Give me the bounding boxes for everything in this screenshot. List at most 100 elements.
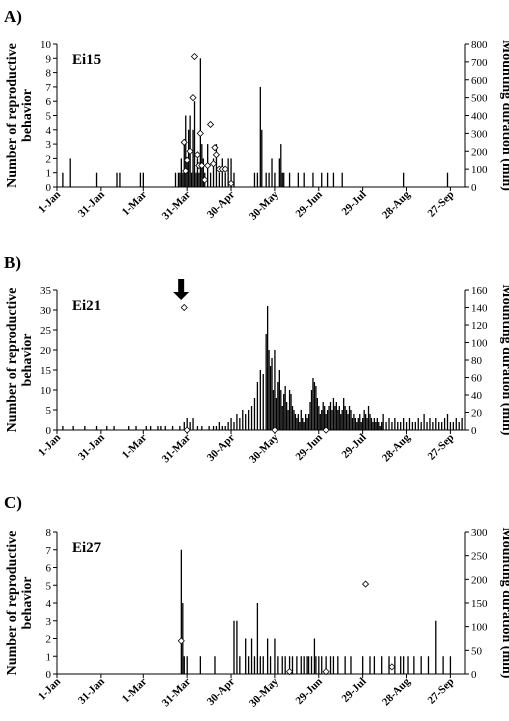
bar — [347, 414, 349, 430]
duration-point — [209, 160, 218, 168]
panel-tag: Ei21 — [72, 298, 101, 314]
bar — [379, 426, 381, 430]
bar — [195, 172, 197, 187]
x-tick-label: 30-May — [247, 675, 281, 709]
bar — [429, 418, 431, 430]
bar — [221, 158, 223, 187]
x-tick-label: 28-Aug — [380, 675, 413, 708]
bar — [297, 172, 299, 187]
bar — [149, 426, 152, 430]
y-tick-label: 7 — [46, 82, 52, 94]
bar — [177, 172, 180, 187]
bar — [214, 656, 216, 674]
bar — [328, 406, 330, 430]
bar — [332, 656, 335, 674]
bar — [420, 422, 422, 430]
y-tick-label: 5 — [46, 405, 52, 417]
bar — [192, 418, 194, 430]
x-tick-label: 29-Jul — [340, 676, 369, 705]
y-tick-label: 8 — [46, 527, 52, 539]
bar — [236, 414, 238, 430]
bar — [340, 414, 342, 430]
y-axis-title-line: Number of reproductive — [5, 288, 20, 433]
y2-tick-label: 300 — [471, 527, 488, 539]
panel-letter: A) — [4, 7, 22, 26]
y2-axis-title: Mounting duration (min) — [499, 285, 509, 436]
x-tick-label: 29-Jun — [293, 676, 324, 707]
bar — [230, 158, 232, 187]
bar — [256, 603, 259, 674]
x-tick-label: 31-Mar — [160, 432, 194, 466]
y-tick-label: 25 — [40, 325, 52, 337]
y-tick-label: 3 — [46, 139, 52, 151]
bar — [402, 172, 405, 187]
bar — [353, 414, 355, 430]
y-tick-label: 7 — [46, 545, 52, 557]
bar — [362, 656, 364, 674]
y-tick-label: 2 — [46, 153, 52, 165]
bar — [281, 172, 283, 187]
bar — [266, 638, 269, 674]
y-axis-title-line: behavior — [20, 334, 35, 387]
y2-tick-label: 600 — [471, 75, 488, 87]
panel-letter: B) — [4, 253, 21, 272]
bar — [309, 402, 311, 430]
bar — [307, 414, 310, 430]
bar — [185, 115, 187, 187]
x-tick-label: 28-Aug — [380, 188, 413, 221]
duration-point — [182, 167, 190, 175]
bar — [62, 172, 64, 187]
x-tick-label: 27-Sep — [426, 676, 457, 707]
bar — [179, 172, 181, 187]
bar — [189, 422, 191, 430]
bar — [179, 426, 181, 430]
bar — [62, 426, 64, 430]
x-tick-label: 28-Aug — [380, 431, 413, 464]
bar — [369, 656, 371, 674]
bar — [274, 350, 276, 430]
bar — [271, 358, 273, 430]
bar — [242, 410, 244, 430]
bar — [106, 426, 108, 430]
duration-point — [206, 120, 215, 129]
bar — [408, 418, 411, 430]
bar — [302, 418, 304, 430]
y2-tick-label: 140 — [471, 303, 488, 315]
bar — [300, 410, 302, 430]
bar — [192, 129, 194, 187]
bar — [326, 410, 329, 430]
bar — [307, 656, 310, 674]
bar — [253, 172, 256, 187]
bar — [321, 656, 323, 674]
bar — [271, 158, 273, 187]
bar — [435, 620, 437, 674]
bar — [338, 406, 340, 430]
duration-point — [183, 426, 191, 434]
bar — [400, 656, 402, 674]
bar — [407, 656, 409, 674]
bar — [344, 656, 346, 674]
bar — [256, 382, 259, 430]
bar — [212, 426, 215, 430]
bar — [321, 410, 323, 430]
bar — [348, 406, 351, 430]
bar — [394, 656, 396, 674]
bar — [239, 418, 241, 430]
bar — [256, 172, 259, 187]
duration-point — [190, 52, 199, 61]
bar — [291, 656, 294, 674]
panel-letter: C) — [4, 493, 22, 512]
y2-tick-label: 80 — [471, 355, 483, 367]
bar — [443, 418, 446, 430]
bar — [438, 422, 440, 430]
bar — [306, 418, 308, 430]
bar — [363, 410, 365, 430]
bar — [376, 418, 378, 430]
bar — [369, 414, 371, 430]
bar — [350, 410, 352, 430]
bar — [397, 422, 399, 430]
bar — [290, 394, 292, 430]
panel-tag: Ei27 — [72, 540, 102, 556]
bar — [427, 656, 430, 674]
bar — [245, 414, 247, 430]
